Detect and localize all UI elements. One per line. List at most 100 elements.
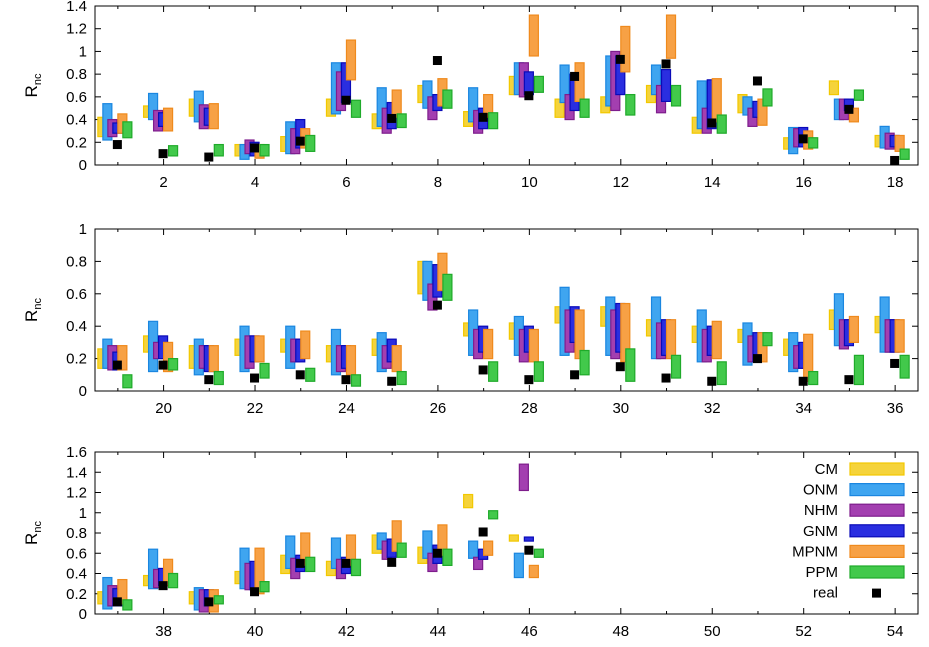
legend-label-nhm: NHM bbox=[804, 502, 838, 519]
bar-ppm-3 bbox=[213, 143, 224, 157]
point-real-31 bbox=[661, 373, 671, 383]
bar-mpnm-36 bbox=[894, 319, 905, 353]
x-tick-label: 18 bbox=[887, 174, 904, 191]
x-tick-label: 52 bbox=[795, 623, 812, 640]
bar-ppm-36 bbox=[899, 354, 910, 379]
point-real-40 bbox=[250, 587, 260, 597]
legend-label-real: real bbox=[813, 585, 838, 602]
bar-ppm-24 bbox=[350, 374, 362, 387]
bar-mpnm-40 bbox=[254, 547, 265, 595]
y-tick-label: 0.6 bbox=[66, 286, 87, 303]
x-tick-label: 30 bbox=[612, 400, 629, 417]
bar-ppm-4 bbox=[259, 143, 270, 157]
x-tick-label: 50 bbox=[704, 623, 721, 640]
panel-2: 0 0.2 0.4 0.6 0.8 1 20 22 24 26 28 30 32 34 36 Rnc bbox=[22, 221, 919, 417]
point-real-20 bbox=[158, 360, 168, 370]
bar-mpnm-3 bbox=[208, 103, 219, 130]
point-real-30 bbox=[615, 362, 625, 372]
x-tick-label: 32 bbox=[704, 400, 721, 417]
bar-mpnm-7 bbox=[391, 89, 402, 118]
point-real-28 bbox=[524, 375, 534, 385]
legend-label-gnm: GNM bbox=[803, 523, 838, 540]
point-real-11 bbox=[570, 71, 580, 81]
y-tick-label: 1 bbox=[79, 221, 87, 238]
bar-ppm-21 bbox=[213, 370, 224, 386]
y-tick-label: 1 bbox=[79, 43, 87, 60]
point-real-38 bbox=[158, 581, 168, 591]
point-real-3 bbox=[204, 152, 214, 162]
bar-ppm-13 bbox=[670, 84, 682, 107]
y-axis-label: Rnc bbox=[22, 73, 44, 97]
point-real-41 bbox=[295, 558, 305, 568]
bar-mpnm-17 bbox=[848, 107, 860, 123]
x-tick-label: 28 bbox=[521, 400, 538, 417]
legend-swatch-real bbox=[872, 588, 881, 598]
bar-gnm-10 bbox=[523, 71, 534, 96]
bar-ppm-22 bbox=[259, 362, 270, 379]
point-real-8 bbox=[432, 56, 442, 66]
bar-ppm-20 bbox=[167, 358, 179, 371]
point-real-16 bbox=[798, 134, 808, 144]
y-tick-label: 1.4 bbox=[66, 464, 87, 481]
x-tick-label: 46 bbox=[521, 623, 538, 640]
bar-ppm-29 bbox=[579, 349, 590, 376]
bar-cm-46 bbox=[508, 534, 519, 542]
y-tick-label: 1.2 bbox=[66, 485, 87, 502]
bar-ppm-18 bbox=[899, 148, 910, 160]
bar-mpnm-19 bbox=[117, 345, 128, 371]
x-tick-label: 44 bbox=[430, 623, 447, 640]
legend-swatch-onm bbox=[849, 483, 905, 497]
y-tick-label: 0.4 bbox=[66, 566, 87, 583]
y-tick-label: 0.8 bbox=[66, 66, 87, 83]
y-tick-label: 0.2 bbox=[66, 586, 87, 603]
point-real-6 bbox=[341, 95, 351, 105]
bar-ppm-15 bbox=[762, 88, 773, 107]
point-real-32 bbox=[707, 376, 717, 386]
legend-label-ppm: PPM bbox=[805, 564, 838, 581]
bar-gnm-13 bbox=[660, 68, 672, 102]
y-tick-label: 0.4 bbox=[66, 112, 87, 129]
bar-ppm-39 bbox=[213, 595, 224, 605]
bar-ppm-34 bbox=[808, 370, 819, 386]
bar-onm-46 bbox=[513, 552, 524, 579]
bar-ppm-46 bbox=[533, 548, 544, 558]
plot-frame bbox=[94, 228, 919, 392]
bar-cm-45 bbox=[463, 493, 474, 509]
x-tick-label: 6 bbox=[342, 174, 350, 191]
point-real-37 bbox=[112, 597, 122, 607]
x-tick-label: 26 bbox=[430, 400, 447, 417]
y-axis-label: Rnc bbox=[22, 298, 44, 322]
y-tick-label: 1.2 bbox=[66, 21, 87, 38]
bar-ppm-10 bbox=[533, 75, 544, 93]
y-tick-label: 1.6 bbox=[66, 444, 87, 461]
bar-mpnm-20 bbox=[162, 341, 174, 373]
bar-ppm-12 bbox=[625, 93, 636, 116]
bar-ppm-17 bbox=[853, 89, 865, 101]
legend-swatch-nhm bbox=[849, 503, 905, 517]
x-tick-label: 24 bbox=[338, 400, 355, 417]
bar-ppm-38 bbox=[167, 572, 179, 589]
legend-label-cm: CM bbox=[815, 461, 838, 478]
bar-ppm-1 bbox=[122, 121, 133, 139]
plot-frame bbox=[94, 5, 919, 166]
point-real-36 bbox=[890, 358, 900, 368]
legend-swatch-gnm bbox=[849, 524, 905, 538]
bar-ppm-33 bbox=[762, 332, 773, 347]
point-real-43 bbox=[387, 557, 397, 567]
x-tick-label: 4 bbox=[251, 174, 259, 191]
point-real-29 bbox=[570, 370, 580, 380]
bar-ppm-8 bbox=[442, 89, 453, 109]
point-real-25 bbox=[387, 376, 397, 386]
bar-ppm-40 bbox=[259, 580, 270, 593]
bar-cm-17 bbox=[828, 80, 840, 96]
point-real-45 bbox=[478, 527, 488, 537]
bar-ppm-7 bbox=[396, 113, 407, 129]
bar-mpnm-32 bbox=[711, 320, 722, 360]
point-real-27 bbox=[478, 365, 488, 375]
legend-label-mpnm: MPNM bbox=[792, 543, 838, 560]
x-tick-label: 16 bbox=[795, 174, 812, 191]
legend: CM ONM NHM GNM MPNM PPM real bbox=[792, 461, 905, 602]
point-real-24 bbox=[341, 375, 351, 385]
bar-mpnm-25 bbox=[391, 345, 402, 373]
x-tick-label: 40 bbox=[247, 623, 264, 640]
